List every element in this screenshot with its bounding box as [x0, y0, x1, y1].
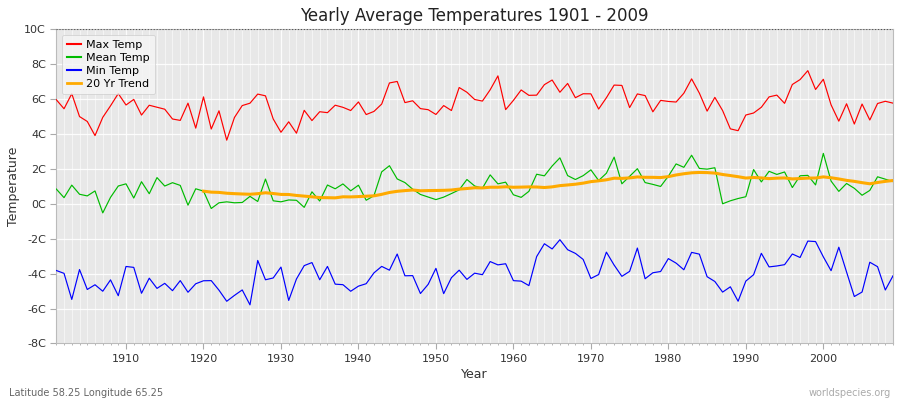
Y-axis label: Temperature: Temperature	[7, 147, 20, 226]
X-axis label: Year: Year	[462, 368, 488, 381]
Text: Latitude 58.25 Longitude 65.25: Latitude 58.25 Longitude 65.25	[9, 388, 163, 398]
Text: worldspecies.org: worldspecies.org	[809, 388, 891, 398]
Title: Yearly Average Temperatures 1901 - 2009: Yearly Average Temperatures 1901 - 2009	[301, 7, 649, 25]
Legend: Max Temp, Mean Temp, Min Temp, 20 Yr Trend: Max Temp, Mean Temp, Min Temp, 20 Yr Tre…	[62, 35, 156, 94]
